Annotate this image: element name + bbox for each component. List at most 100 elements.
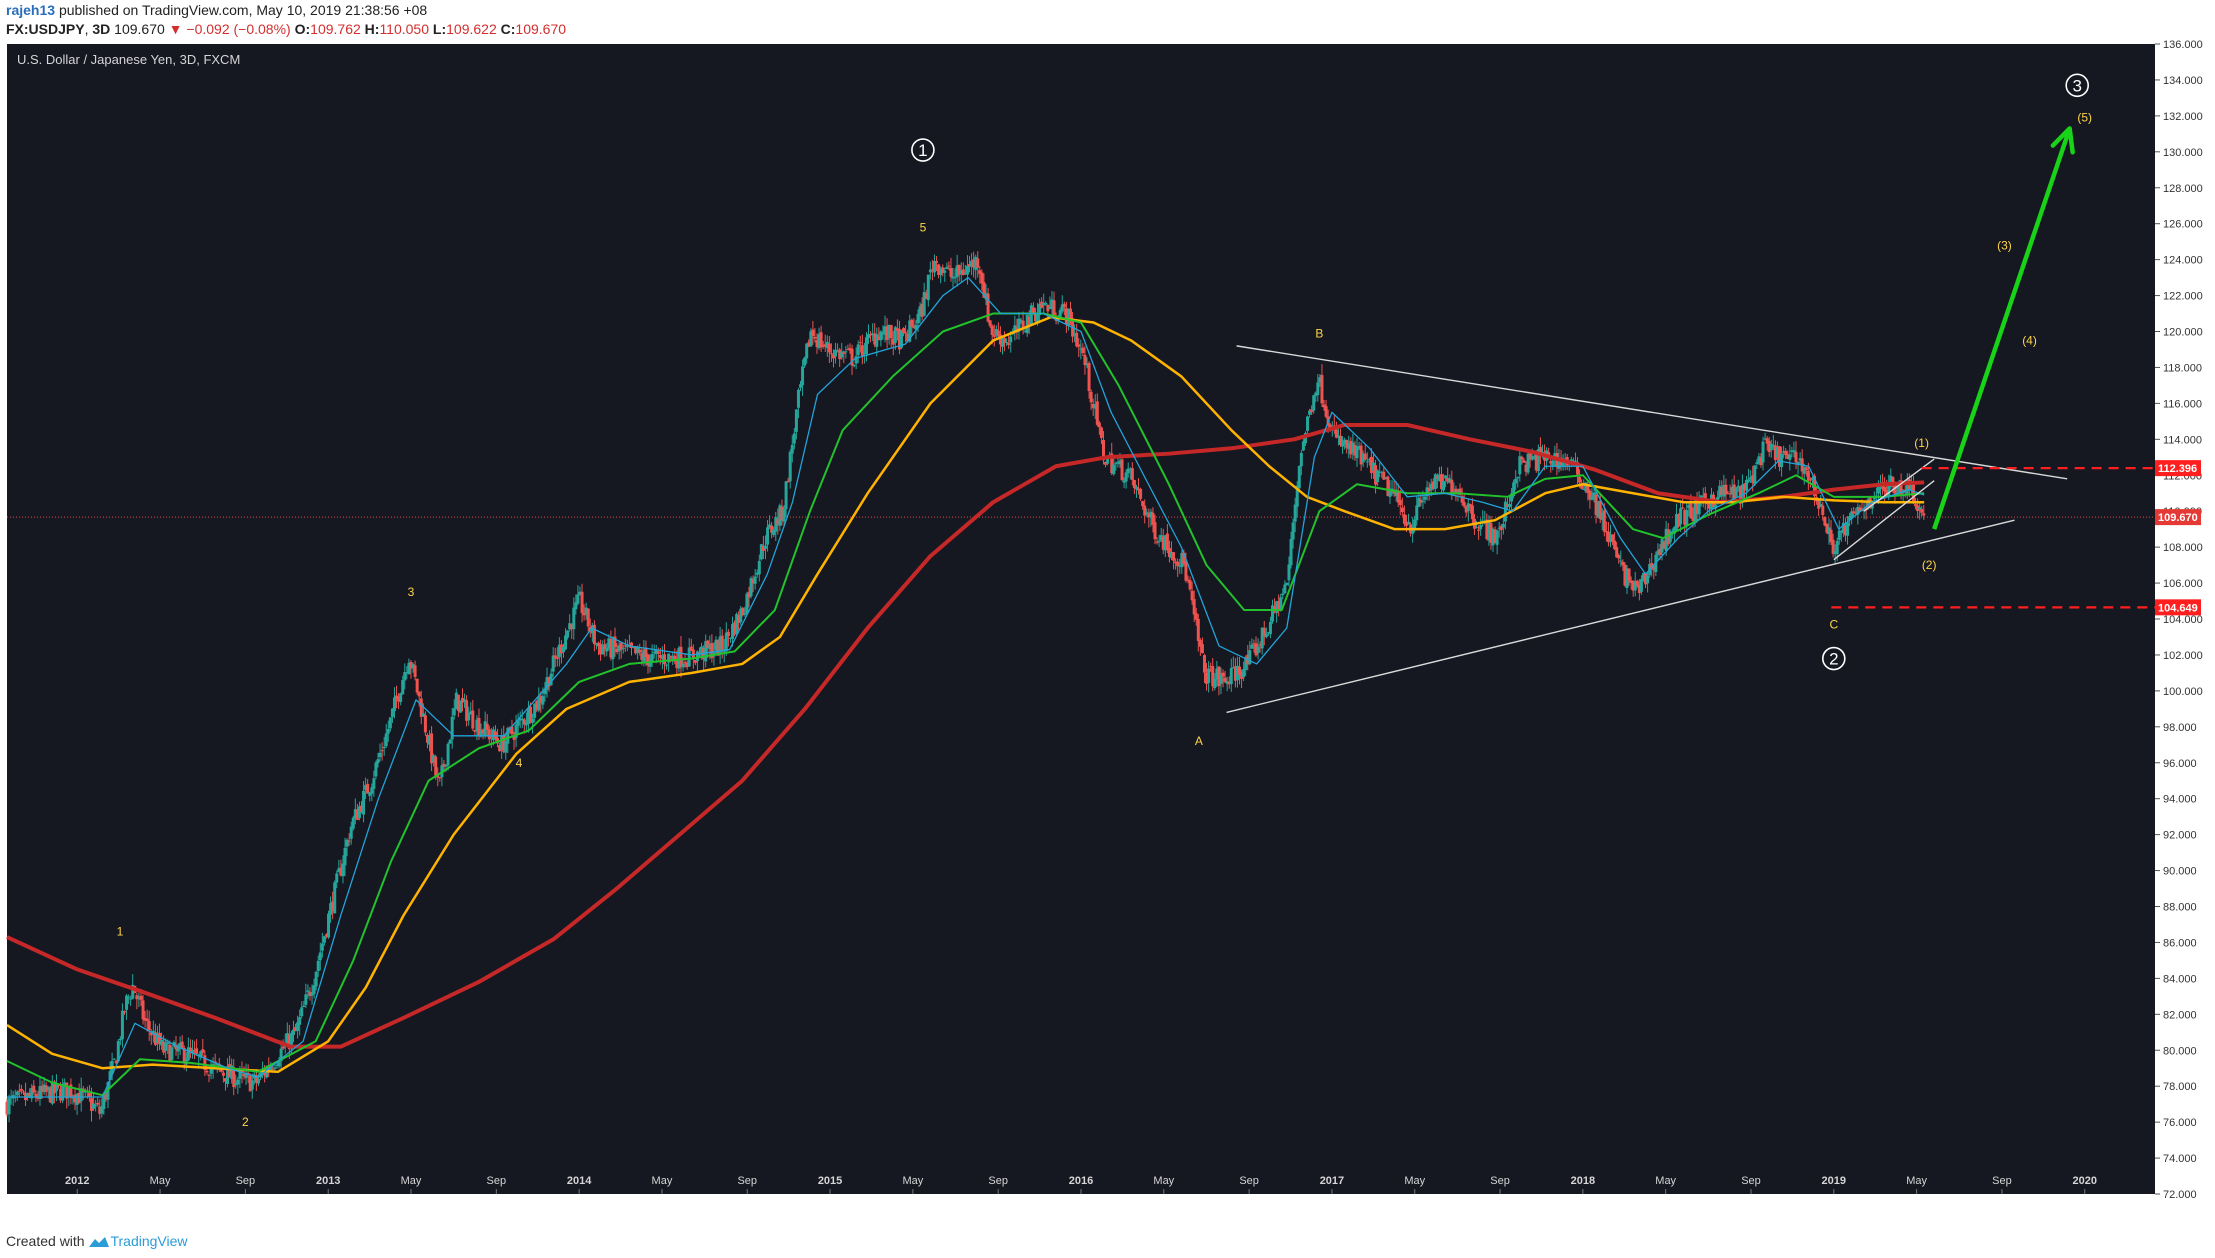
- candle-body: [1538, 447, 1542, 455]
- candle-body: [1644, 572, 1648, 585]
- candle-body: [1557, 457, 1561, 469]
- candle-body: [428, 735, 432, 745]
- candle-body: [1046, 305, 1050, 312]
- candle-body: [104, 1093, 108, 1100]
- x-tick-label: Sep: [1741, 1175, 1761, 1187]
- candle-body: [772, 529, 776, 536]
- y-tick-label: 86.000: [2163, 937, 2197, 949]
- candle-body: [467, 713, 471, 721]
- candle-body: [436, 774, 440, 778]
- chart-panel[interactable]: [7, 44, 2155, 1194]
- candle-body: [733, 622, 737, 635]
- trendline[interactable]: [1226, 519, 2015, 714]
- wave-label: 2: [242, 1115, 249, 1129]
- candle-body: [1751, 475, 1755, 483]
- candle-body: [372, 778, 376, 789]
- candle-body: [1773, 445, 1777, 461]
- candle-body: [327, 913, 331, 938]
- candle-body: [1594, 494, 1598, 516]
- y-tick-label: 78.000: [2163, 1081, 2197, 1093]
- candle-body: [271, 1068, 275, 1070]
- candle-body: [1802, 467, 1806, 474]
- candle-body: [44, 1085, 48, 1092]
- candle-body: [1440, 474, 1444, 489]
- candle-body: [1316, 382, 1320, 396]
- candle-body: [658, 654, 662, 658]
- candle-body: [1155, 541, 1159, 543]
- candle-body: [1198, 639, 1202, 647]
- candle-body: [147, 1021, 151, 1031]
- candle-body: [96, 1102, 100, 1105]
- candle-body: [50, 1082, 54, 1104]
- candle-body: [926, 274, 930, 301]
- candle-body: [794, 409, 798, 432]
- candle-body: [1392, 490, 1396, 494]
- candle-body: [306, 990, 310, 992]
- candle-body: [809, 331, 813, 347]
- candle-body: [1194, 613, 1198, 620]
- candle-body: [1759, 457, 1763, 466]
- candle-body: [1132, 480, 1136, 489]
- wave-label: 3: [408, 585, 415, 599]
- price-axis-panel[interactable]: [2155, 44, 2215, 1194]
- wave-label: 4: [516, 756, 523, 770]
- candle-body: [382, 746, 386, 749]
- wave-label: (3): [1997, 238, 2012, 252]
- candle-body: [1889, 475, 1893, 487]
- author-link[interactable]: rajeh13: [6, 2, 56, 18]
- candle-body: [1493, 529, 1497, 544]
- candle-body: [1031, 307, 1035, 314]
- candle-body: [796, 389, 800, 408]
- candle-body: [1487, 520, 1491, 541]
- candle-body: [59, 1088, 63, 1101]
- candle-body: [965, 265, 969, 275]
- y-tick-label: 134.000: [2163, 75, 2203, 87]
- candle-body: [1407, 521, 1411, 524]
- candle-body: [201, 1049, 205, 1053]
- candle-body: [640, 653, 644, 660]
- y-tick-label: 88.000: [2163, 902, 2197, 914]
- candle-body: [155, 1032, 159, 1044]
- candle-body: [1598, 500, 1602, 520]
- candle-body: [1184, 561, 1188, 581]
- candle-body: [149, 1032, 153, 1036]
- x-tick-label: May: [1153, 1175, 1174, 1187]
- candle-body: [1180, 553, 1184, 568]
- candle-body: [968, 264, 972, 267]
- candle-body: [221, 1072, 225, 1076]
- candle-body: [1479, 525, 1483, 530]
- candle-body: [982, 282, 986, 298]
- candle-body: [1058, 310, 1062, 317]
- candle-body: [1897, 482, 1901, 493]
- ema-mid-line: [6, 312, 1925, 1097]
- candle-body: [1101, 439, 1105, 461]
- tradingview-logo[interactable]: TradingView: [88, 1233, 188, 1249]
- candle-body: [479, 730, 483, 737]
- candle-body: [1223, 677, 1227, 683]
- candle-body: [21, 1091, 25, 1093]
- candle-body: [1887, 484, 1891, 498]
- candle-body: [203, 1055, 207, 1070]
- candle-body: [248, 1075, 252, 1092]
- candle-body: [1087, 363, 1091, 392]
- candle-body: [522, 719, 526, 725]
- candle-body: [19, 1088, 23, 1091]
- candle-body: [294, 1027, 298, 1032]
- candle-body: [648, 660, 652, 667]
- candle-body: [1499, 525, 1503, 530]
- candle-body: [460, 697, 464, 703]
- candle-body: [906, 334, 910, 341]
- trendline[interactable]: [1236, 345, 2068, 480]
- candle-body: [362, 790, 366, 815]
- candle-body: [687, 647, 691, 667]
- candle-body: [430, 733, 434, 764]
- x-tick-label: Sep: [236, 1175, 256, 1187]
- candle-body: [695, 651, 699, 662]
- projection-arrow-line[interactable]: [1932, 127, 2072, 530]
- projection-arrow-head[interactable]: [2050, 126, 2075, 155]
- candle-body: [1621, 562, 1625, 566]
- footer: Created with TradingView: [6, 1233, 188, 1255]
- trendline[interactable]: [1833, 480, 1935, 561]
- candle-body: [656, 651, 660, 654]
